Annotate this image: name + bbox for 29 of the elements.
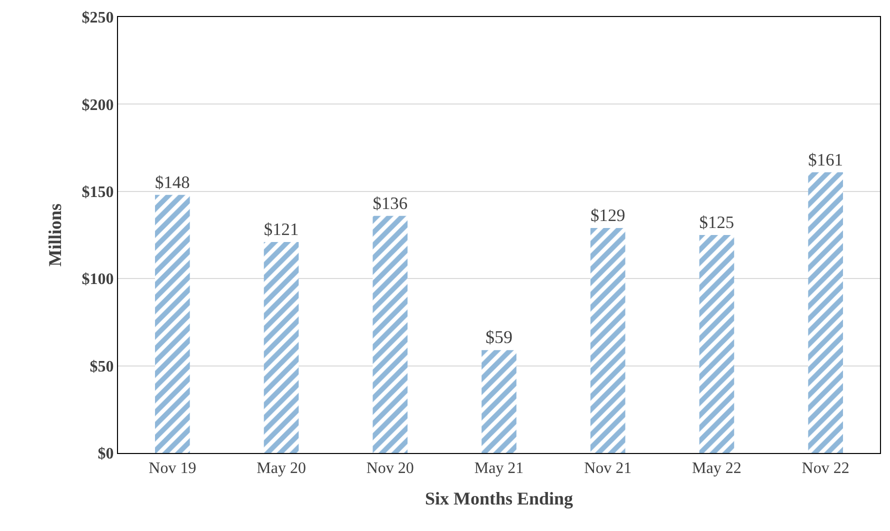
y-tick-label: $50 — [90, 358, 114, 376]
x-tick-label: May 21 — [474, 460, 524, 478]
x-tick-label: Nov 22 — [802, 460, 850, 478]
x-tick-label: Nov 21 — [584, 460, 632, 478]
y-tick-label: $100 — [82, 271, 114, 288]
y-tick-label: $150 — [82, 184, 114, 201]
y-tick-label: $0 — [98, 446, 114, 463]
data-label: $161 — [808, 149, 843, 170]
x-tick-label: Nov 20 — [366, 460, 414, 478]
y-axis-title: Millions — [45, 203, 65, 267]
x-axis-title: Six Months Ending — [424, 488, 574, 508]
y-tick-label: $250 — [82, 10, 114, 27]
x-tick-label: May 20 — [256, 460, 306, 478]
data-label: $148 — [155, 172, 190, 192]
data-label: $59 — [486, 327, 512, 348]
x-tick-label: Nov 19 — [148, 460, 196, 478]
bar — [155, 194, 190, 453]
bar — [482, 350, 516, 453]
bar — [372, 216, 408, 453]
data-label: $136 — [372, 192, 408, 213]
y-tick-label: $200 — [82, 96, 114, 114]
data-label: $129 — [590, 205, 626, 226]
bar — [590, 228, 626, 453]
bar — [699, 235, 734, 453]
bar — [264, 242, 299, 453]
data-label: $125 — [699, 212, 734, 232]
data-label: $121 — [264, 219, 299, 240]
bar — [808, 172, 843, 453]
x-tick-label: May 22 — [692, 460, 742, 478]
